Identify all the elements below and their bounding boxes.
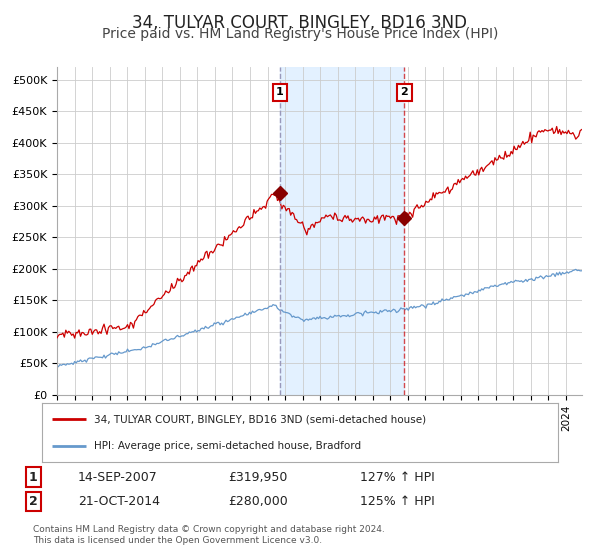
Text: 127% ↑ HPI: 127% ↑ HPI <box>360 470 435 484</box>
Text: Contains HM Land Registry data © Crown copyright and database right 2024.
This d: Contains HM Land Registry data © Crown c… <box>33 525 385 545</box>
Text: 2: 2 <box>401 87 409 97</box>
Text: 1: 1 <box>29 470 37 484</box>
Text: 34, TULYAR COURT, BINGLEY, BD16 3ND: 34, TULYAR COURT, BINGLEY, BD16 3ND <box>133 14 467 32</box>
Text: HPI: Average price, semi-detached house, Bradford: HPI: Average price, semi-detached house,… <box>94 441 361 451</box>
Text: 1: 1 <box>276 87 284 97</box>
Text: £319,950: £319,950 <box>228 470 287 484</box>
Text: 21-OCT-2014: 21-OCT-2014 <box>78 494 160 508</box>
Text: £280,000: £280,000 <box>228 494 288 508</box>
Bar <box>280 67 404 395</box>
Text: Price paid vs. HM Land Registry's House Price Index (HPI): Price paid vs. HM Land Registry's House … <box>102 27 498 41</box>
Text: 34, TULYAR COURT, BINGLEY, BD16 3ND (semi-detached house): 34, TULYAR COURT, BINGLEY, BD16 3ND (sem… <box>94 414 426 424</box>
Text: 125% ↑ HPI: 125% ↑ HPI <box>360 494 435 508</box>
Text: 14-SEP-2007: 14-SEP-2007 <box>78 470 158 484</box>
Text: 2: 2 <box>29 494 37 508</box>
